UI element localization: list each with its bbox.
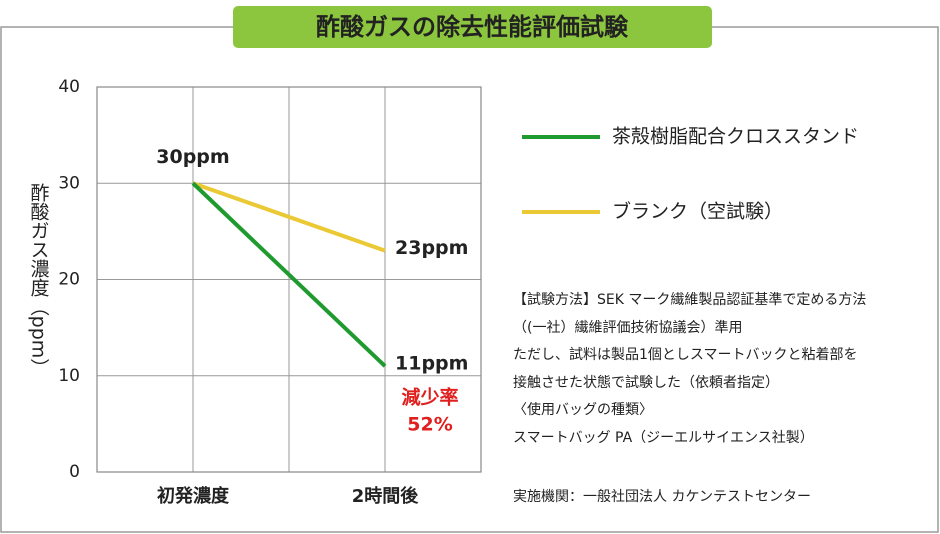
annotation: 減少率	[401, 386, 458, 409]
chart-title: 酢酸ガスの除去性能評価試験	[316, 13, 629, 41]
note: 接触させた状態で試験した（依頼者指定）	[513, 374, 779, 391]
plot-border	[96, 86, 482, 473]
legend-label: ブランク（空試験）	[612, 200, 783, 223]
y-tick-label: 40	[58, 77, 80, 97]
x-tick-label: 初発濃度	[157, 485, 230, 507]
x-tick-label: 2時間後	[352, 485, 420, 507]
note: 【試験方法】SEK マーク繊維製品認証基準で定める方法	[513, 291, 866, 308]
annotation: 52%	[407, 414, 452, 436]
y-tick-label: 0	[69, 462, 80, 482]
data-label: 23ppm	[395, 237, 468, 259]
data-label: 30ppm	[156, 146, 229, 168]
note: 実施機関：一般社団法人 カケンテストセンター	[513, 489, 811, 505]
series-line	[191, 181, 387, 368]
y-tick-label: 10	[58, 366, 80, 386]
legend-label: 茶殻樹脂配合クロススタンド	[612, 126, 859, 148]
y-tick-label: 30	[58, 173, 80, 193]
y-tick-label: 20	[58, 270, 80, 290]
note: スマートバッグ PA（ジーエルサイエンス社製）	[513, 430, 814, 446]
note: （(一社）繊維評価技術協議会）準用	[513, 319, 742, 336]
y-axis-label: 酢酸ガス濃度（ppm）	[28, 182, 50, 377]
note: 〈使用バッグの種類〉	[513, 401, 653, 418]
title-box	[233, 6, 712, 48]
data-label: 11ppm	[395, 353, 468, 375]
series-line	[192, 181, 386, 253]
note: ただし、試料は製品1個としスマートバックと粘着部を	[513, 347, 858, 363]
